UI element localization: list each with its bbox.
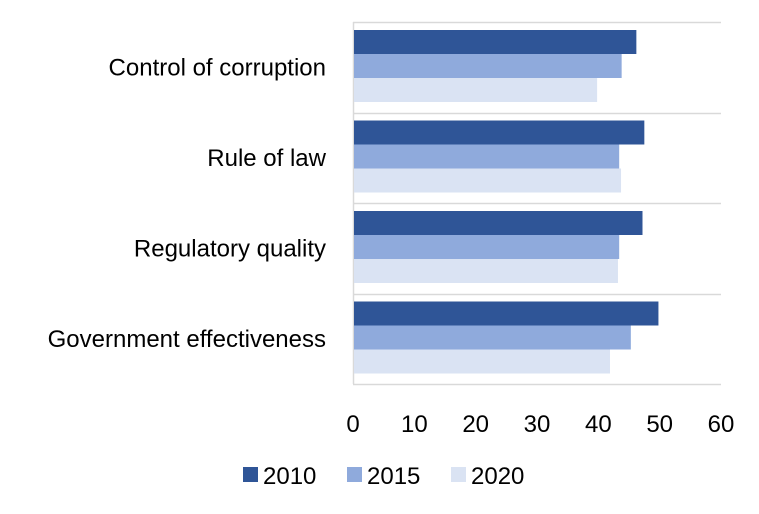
category-labels: Control of corruption Rule of law Regulato…: [48, 54, 327, 353]
legend-swatch-2015: [347, 467, 362, 482]
bar-2020-0: [354, 78, 598, 102]
bar-2020-3: [354, 349, 610, 374]
bar-2010-2: [354, 211, 643, 235]
bar-2010-0: [354, 30, 637, 54]
gridlines: [352, 21, 721, 386]
x-tick-label: 30: [524, 411, 551, 438]
bar-2010-3: [354, 301, 659, 326]
category-label: Rule of law: [207, 145, 326, 172]
category-label: Government effectiveness: [48, 326, 326, 353]
legend: 2010 2015 2020: [243, 463, 524, 490]
bar-2015-0: [354, 54, 622, 78]
bar-2015-2: [354, 235, 620, 259]
category-label: Regulatory quality: [134, 235, 326, 262]
x-tick-label: 40: [585, 411, 612, 438]
bar-2020-1: [354, 168, 622, 193]
bar-2010-1: [354, 120, 645, 145]
x-tick-label: 60: [708, 411, 735, 438]
legend-swatch-2010: [243, 467, 258, 482]
bars: [354, 30, 659, 374]
legend-label-2010: 2010: [263, 463, 316, 490]
bar-2015-3: [354, 325, 631, 350]
category-label: Control of corruption: [109, 54, 326, 81]
x-tick-label: 0: [346, 411, 359, 438]
legend-label-2020: 2020: [471, 463, 524, 490]
legend-swatch-2020: [451, 467, 466, 482]
bar-2020-2: [354, 259, 618, 283]
x-tick-label: 20: [462, 411, 489, 438]
x-tick-label: 10: [401, 411, 428, 438]
value-axis: 0 10 20 30 40 50 60: [346, 411, 734, 438]
legend-label-2015: 2015: [367, 463, 420, 490]
x-tick-label: 50: [646, 411, 673, 438]
bar-2015-1: [354, 144, 620, 169]
